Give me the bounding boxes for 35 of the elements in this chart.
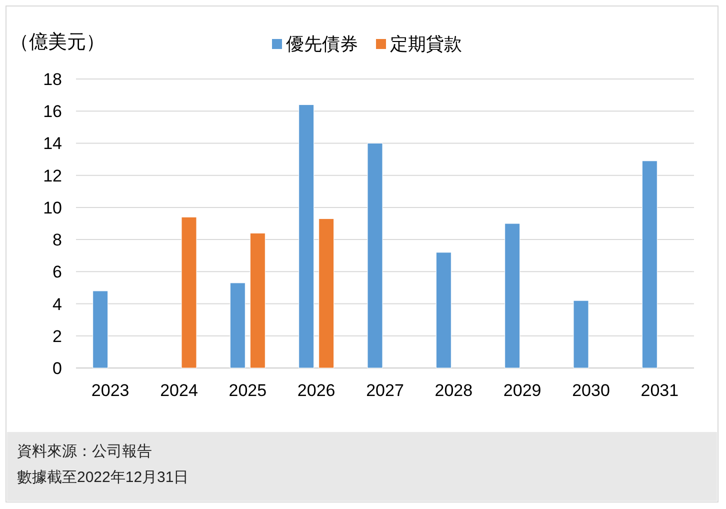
bar bbox=[642, 160, 658, 368]
x-tick-label: 2028 bbox=[434, 381, 473, 400]
legend-label: 定期貸款 bbox=[390, 34, 462, 54]
bar bbox=[250, 232, 266, 368]
y-tick-label: 2 bbox=[52, 326, 62, 346]
x-tick-label: 2030 bbox=[572, 381, 610, 400]
bar bbox=[318, 218, 334, 368]
x-tick-label: 2023 bbox=[91, 381, 130, 400]
x-tick-label: 2027 bbox=[366, 381, 404, 400]
y-axis-title: （億美元） bbox=[10, 31, 105, 53]
legend-label: 優先債券 bbox=[286, 34, 358, 54]
y-tick-label: 16 bbox=[43, 102, 62, 122]
x-tick-label: 2026 bbox=[297, 381, 336, 400]
bar bbox=[573, 300, 589, 368]
y-tick-label: 10 bbox=[43, 198, 62, 218]
x-tick-label: 2029 bbox=[503, 381, 542, 400]
y-tick-label: 6 bbox=[52, 262, 62, 282]
y-tick-label: 4 bbox=[52, 294, 62, 314]
bar bbox=[298, 104, 314, 368]
bar bbox=[436, 252, 452, 368]
bar bbox=[92, 290, 108, 368]
y-tick-label: 12 bbox=[43, 166, 62, 186]
y-tick-label: 18 bbox=[43, 70, 62, 89]
x-tick-label: 2025 bbox=[228, 381, 267, 400]
x-tick-label: 2031 bbox=[640, 381, 679, 400]
bar bbox=[504, 223, 520, 368]
x-tick-label: 2024 bbox=[160, 381, 198, 400]
source-note: 資料來源：公司報告 bbox=[17, 443, 152, 460]
y-tick-label: 8 bbox=[52, 230, 62, 250]
y-tick-label: 14 bbox=[43, 134, 62, 154]
y-tick-label: 0 bbox=[52, 359, 62, 378]
bar bbox=[181, 216, 197, 368]
bar bbox=[230, 282, 246, 368]
bar bbox=[367, 142, 383, 368]
text: 數據截至2022年12月31日 bbox=[17, 469, 189, 486]
